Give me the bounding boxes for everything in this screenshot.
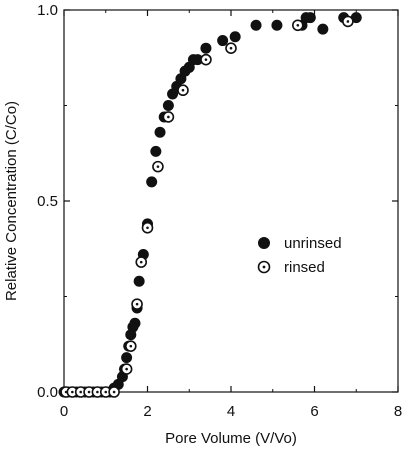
point-rinsed-center xyxy=(79,390,82,394)
point-unrinsed xyxy=(217,35,229,47)
point-unrinsed xyxy=(229,31,241,43)
point-rinsed-center xyxy=(71,390,74,394)
legend-label-unrinsed: unrinsed xyxy=(284,235,342,252)
x-tick-label: 8 xyxy=(394,403,402,420)
point-rinsed-center xyxy=(156,165,160,168)
legend: unrinsed rinsed xyxy=(257,235,342,276)
point-rinsed-center xyxy=(146,226,149,230)
point-rinsed-center xyxy=(181,88,185,92)
point-unrinsed xyxy=(146,176,158,188)
point-unrinsed xyxy=(304,12,316,24)
point-rinsed-center xyxy=(229,46,233,50)
point-rinsed-center xyxy=(129,344,133,348)
point-rinsed-center xyxy=(125,367,128,371)
point-unrinsed xyxy=(200,42,212,54)
point-rinsed xyxy=(152,160,164,173)
point-unrinsed xyxy=(133,275,145,287)
x-tick-label: 2 xyxy=(143,403,151,420)
point-rinsed-center xyxy=(139,260,143,264)
y-tick-label: 1.0 xyxy=(37,2,58,19)
point-rinsed xyxy=(162,111,175,123)
point-rinsed-center xyxy=(104,390,108,394)
plot-frame xyxy=(63,9,399,393)
point-rinsed-center xyxy=(112,390,116,394)
point-rinsed xyxy=(83,386,95,398)
point-rinsed xyxy=(125,340,137,352)
legend-marker-rinsed-dot xyxy=(262,265,266,269)
x-tick-label: 0 xyxy=(60,403,68,420)
legend-marker-unrinsed xyxy=(258,237,270,249)
point-rinsed xyxy=(108,386,120,398)
x-tick-label: 4 xyxy=(227,403,235,420)
point-rinsed xyxy=(135,256,148,268)
point-rinsed xyxy=(225,42,237,55)
y-tick-label: 0.0 xyxy=(37,384,58,401)
point-unrinsed xyxy=(192,54,204,66)
point-unrinsed xyxy=(154,126,166,138)
x-axis-label: Pore Volume (V/Vo) xyxy=(165,430,297,447)
point-unrinsed xyxy=(250,19,262,31)
point-rinsed xyxy=(131,298,143,310)
point-rinsed-center xyxy=(87,390,91,394)
point-rinsed xyxy=(200,53,212,66)
point-rinsed-center xyxy=(204,58,208,61)
point-rinsed-center xyxy=(296,23,300,27)
point-rinsed-center xyxy=(135,302,139,306)
point-unrinsed xyxy=(121,352,133,364)
point-rinsed xyxy=(177,84,189,97)
y-axis-label: Relative Concentration (C/Co) xyxy=(3,101,20,301)
point-unrinsed xyxy=(162,100,174,111)
points-layer xyxy=(58,12,362,398)
x-tick-label: 6 xyxy=(310,403,318,420)
point-rinsed xyxy=(120,363,133,375)
y-tick-label: 0.5 xyxy=(37,193,58,210)
point-rinsed xyxy=(342,15,354,28)
point-rinsed-center xyxy=(346,20,350,23)
point-unrinsed xyxy=(317,23,329,35)
point-unrinsed xyxy=(129,317,141,329)
point-rinsed xyxy=(141,221,154,234)
ticks-layer: 0 2 4 6 8 0.0 0.5 1.0 xyxy=(37,2,402,420)
point-unrinsed xyxy=(271,19,283,31)
point-rinsed-center xyxy=(96,390,99,394)
point-rinsed-center xyxy=(167,115,170,119)
point-unrinsed xyxy=(150,145,162,157)
point-rinsed xyxy=(291,19,304,32)
legend-label-rinsed: rinsed xyxy=(284,259,325,276)
